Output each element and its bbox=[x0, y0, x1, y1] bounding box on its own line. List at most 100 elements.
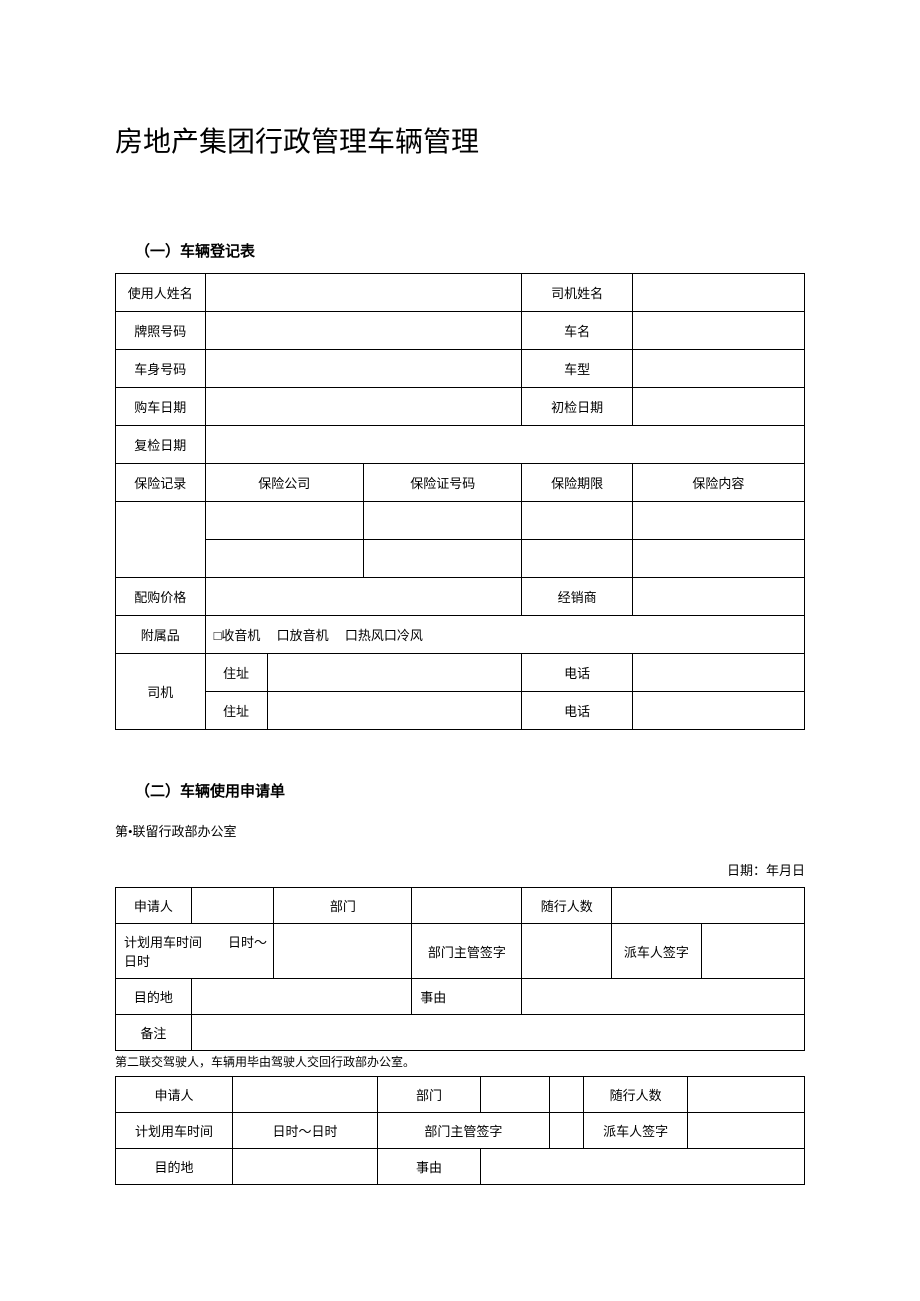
value-cell bbox=[233, 1077, 378, 1113]
label-applicant: 申请人 bbox=[116, 1077, 233, 1113]
label-dept-manager-sign: 部门主管签字 bbox=[377, 1113, 549, 1149]
value-cell bbox=[632, 388, 804, 426]
value-cell bbox=[632, 578, 804, 616]
note2-text: 第二联交驾驶人，车辆用毕由驾驶人交回行政部办公室。 bbox=[115, 1053, 805, 1070]
value-cell bbox=[205, 388, 522, 426]
label-car-name: 车名 bbox=[522, 312, 632, 350]
label-purchase-date: 购车日期 bbox=[116, 388, 206, 426]
value-cell bbox=[522, 502, 632, 540]
vehicle-registration-table: 使用人姓名 司机姓名 牌照号码 车名 车身号码 车型 购车日期 初检日期 复检日… bbox=[115, 273, 805, 730]
value-cell bbox=[205, 578, 522, 616]
table-row: 申请人 部门 随行人数 bbox=[116, 888, 805, 924]
value-cell bbox=[632, 540, 804, 578]
label-user-name: 使用人姓名 bbox=[116, 274, 206, 312]
value-cell bbox=[522, 979, 805, 1015]
value-cell bbox=[267, 692, 522, 730]
value-cell bbox=[267, 654, 522, 692]
label-body-number: 车身号码 bbox=[116, 350, 206, 388]
table-row: 住址 电话 bbox=[116, 692, 805, 730]
value-cell bbox=[364, 502, 522, 540]
value-cell bbox=[205, 502, 363, 540]
page-title: 房地产集团行政管理车辆管理 bbox=[115, 120, 805, 160]
value-cell bbox=[687, 1077, 804, 1113]
table-row: 目的地 事由 bbox=[116, 1149, 805, 1185]
value-cell bbox=[632, 692, 804, 730]
label-insurance-content: 保险内容 bbox=[632, 464, 804, 502]
label-dept-manager-sign: 部门主管签字 bbox=[412, 924, 522, 979]
planned-time-text: 计划用车时间 bbox=[124, 935, 202, 950]
value-cell bbox=[550, 1077, 584, 1113]
value-cell bbox=[687, 1113, 804, 1149]
value-cell bbox=[205, 312, 522, 350]
value-cell bbox=[364, 540, 522, 578]
label-planned-time: 计划用车时间 bbox=[116, 1113, 233, 1149]
table-row: 计划用车时间 日时～日时 部门主管签字 派车人签字 bbox=[116, 924, 805, 979]
date-label: 日期：年月日 bbox=[115, 860, 805, 879]
value-cell bbox=[233, 1149, 378, 1185]
table-row: 附属品 □收音机 口放音机 口热风口冷风 bbox=[116, 616, 805, 654]
label-planned-time: 计划用车时间 日时～日时 bbox=[116, 924, 274, 979]
value-cell bbox=[612, 888, 805, 924]
label-department: 部门 bbox=[377, 1077, 480, 1113]
table-row: 车身号码 车型 bbox=[116, 350, 805, 388]
table-row: 申请人 部门 随行人数 bbox=[116, 1077, 805, 1113]
label-companion-count: 随行人数 bbox=[584, 1077, 687, 1113]
label-reason: 事由 bbox=[377, 1149, 480, 1185]
label-destination: 目的地 bbox=[116, 979, 192, 1015]
table-row: 目的地 事由 bbox=[116, 979, 805, 1015]
table-row: 牌照号码 车名 bbox=[116, 312, 805, 350]
table-row: 计划用车时间 日时～日时 部门主管签字 派车人签字 bbox=[116, 1113, 805, 1149]
note1-text: 第•联留行政部办公室 bbox=[115, 821, 805, 840]
value-cell bbox=[205, 426, 804, 464]
label-reinspect-date: 复检日期 bbox=[116, 426, 206, 464]
value-cell bbox=[632, 274, 804, 312]
table-row: 购车日期 初检日期 bbox=[116, 388, 805, 426]
label-car-type: 车型 bbox=[522, 350, 632, 388]
accessories-options: □收音机 口放音机 口热风口冷风 bbox=[205, 616, 804, 654]
value-cell bbox=[481, 1149, 805, 1185]
label-driver: 司机 bbox=[116, 654, 206, 730]
table-row bbox=[116, 502, 805, 540]
value-cell bbox=[191, 1015, 804, 1051]
label-dispatcher-sign: 派车人签字 bbox=[612, 924, 702, 979]
table-row bbox=[116, 540, 805, 578]
section1-heading: （一）车辆登记表 bbox=[115, 240, 805, 261]
value-cell bbox=[550, 1113, 584, 1149]
table-row: 复检日期 bbox=[116, 426, 805, 464]
value-cell bbox=[522, 924, 612, 979]
value-cell bbox=[701, 924, 804, 979]
label-purchase-price: 配购价格 bbox=[116, 578, 206, 616]
value-cell bbox=[481, 1077, 550, 1113]
label-companion-count: 随行人数 bbox=[522, 888, 612, 924]
value-cell bbox=[632, 312, 804, 350]
table-row: 配购价格 经销商 bbox=[116, 578, 805, 616]
label-department: 部门 bbox=[274, 888, 412, 924]
label-driver-name: 司机姓名 bbox=[522, 274, 632, 312]
label-destination: 目的地 bbox=[116, 1149, 233, 1185]
table-row: 使用人姓名 司机姓名 bbox=[116, 274, 805, 312]
value-cell bbox=[274, 924, 412, 979]
label-phone: 电话 bbox=[522, 692, 632, 730]
vehicle-application-table-1: 申请人 部门 随行人数 计划用车时间 日时～日时 部门主管签字 派车人签字 目的… bbox=[115, 887, 805, 1051]
label-initial-inspect: 初检日期 bbox=[522, 388, 632, 426]
label-address: 住址 bbox=[205, 654, 267, 692]
value-cell bbox=[191, 888, 274, 924]
label-insurance-record: 保险记录 bbox=[116, 464, 206, 502]
value-cell bbox=[412, 888, 522, 924]
value-cell bbox=[632, 350, 804, 388]
value-cell bbox=[205, 274, 522, 312]
label-insurance-company: 保险公司 bbox=[205, 464, 363, 502]
label-time-range: 日时～日时 bbox=[233, 1113, 378, 1149]
label-dealer: 经销商 bbox=[522, 578, 632, 616]
value-cell bbox=[205, 350, 522, 388]
table-row: 保险记录 保险公司 保险证号码 保险期限 保险内容 bbox=[116, 464, 805, 502]
value-cell bbox=[632, 502, 804, 540]
value-cell bbox=[632, 654, 804, 692]
label-remarks: 备注 bbox=[116, 1015, 192, 1051]
label-reason: 事由 bbox=[412, 979, 522, 1015]
table-row: 司机 住址 电话 bbox=[116, 654, 805, 692]
label-phone: 电话 bbox=[522, 654, 632, 692]
value-cell bbox=[205, 540, 363, 578]
label-applicant: 申请人 bbox=[116, 888, 192, 924]
label-accessories: 附属品 bbox=[116, 616, 206, 654]
